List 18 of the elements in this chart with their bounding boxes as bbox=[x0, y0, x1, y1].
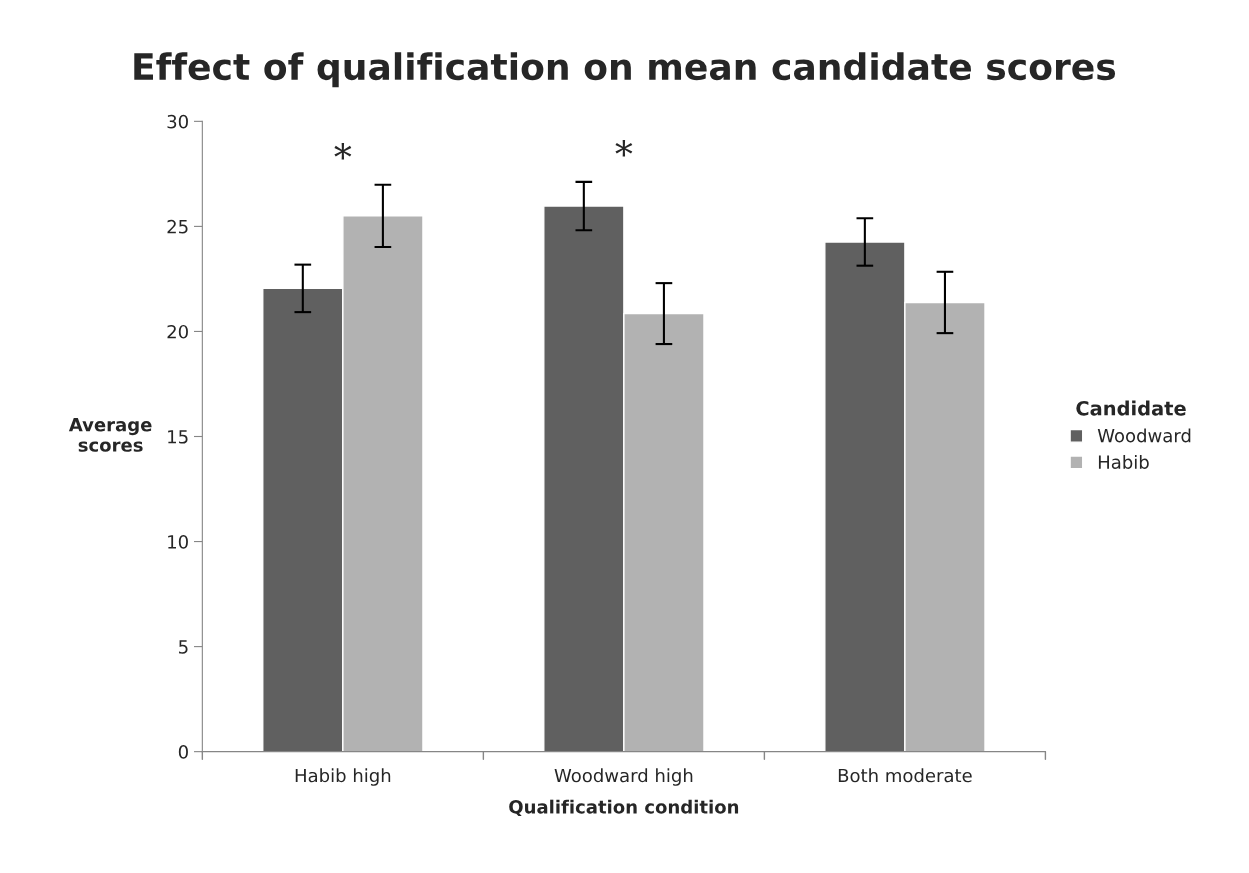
y-tick-label: 25 bbox=[167, 219, 188, 234]
y-tick-label: 20 bbox=[167, 324, 188, 339]
legend-title: Candidate bbox=[1076, 400, 1186, 416]
x-tick-label: Habib high bbox=[295, 768, 391, 786]
y-tick-label: 15 bbox=[168, 430, 188, 444]
annotation: * bbox=[615, 140, 633, 157]
y-tick-label: 5 bbox=[179, 640, 188, 654]
annotation: * bbox=[334, 142, 352, 160]
x-tick-label: Both moderate bbox=[838, 768, 972, 783]
x-tick-label: Woodward high bbox=[554, 768, 693, 786]
y-tick-label: 30 bbox=[167, 114, 188, 129]
y-axis-title: Average scores bbox=[68, 418, 152, 452]
y-tick-label: 10 bbox=[168, 535, 188, 549]
x-axis-title: Qualification condition bbox=[509, 799, 739, 817]
chart-title: Effect of qualification on mean candidate scores bbox=[134, 52, 1116, 88]
legend-label: Woodward bbox=[1097, 428, 1191, 443]
legend-label: Habib bbox=[1098, 454, 1149, 469]
y-tick-label: 0 bbox=[178, 745, 188, 759]
